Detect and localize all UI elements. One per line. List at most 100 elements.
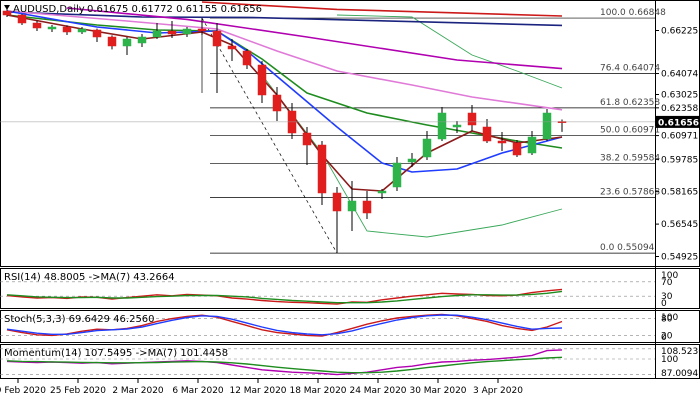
date-tick-label: 3 Apr 2020: [473, 386, 523, 396]
price-tick-label: 0.60971: [661, 132, 698, 142]
momentum-level-label: 87.0094: [661, 369, 698, 379]
candle-body: [527, 136, 537, 154]
candle-body: [302, 132, 312, 146]
price-tick-label: 0.58165: [661, 188, 698, 198]
moving-average-line: [201, 1, 563, 17]
fib-level-label: 23.6 0.57868: [600, 188, 660, 198]
price-tick-label: 0.54925: [661, 253, 698, 263]
date-tick-label: 18 Mar 2020: [289, 386, 346, 396]
stoch-series-line: [6, 313, 563, 337]
moving-average-line: [6, 10, 563, 111]
stoch-level-label: 80: [661, 315, 673, 325]
price-tick-label: 0.66225: [661, 27, 698, 37]
rsi-level-label: 100: [661, 271, 678, 281]
symbol-label: AUDUSD,Daily: [13, 4, 85, 15]
candle-body: [407, 158, 417, 163]
price-badge-text: 0.61656: [658, 118, 699, 128]
fib-level-label: 100.0 0.66848: [600, 8, 666, 18]
candle-body: [257, 64, 267, 96]
price-badge-box: [656, 115, 700, 128]
candle-body: [482, 126, 492, 142]
candle-body: [392, 162, 402, 188]
candle-body: [362, 200, 372, 214]
fib-level-label: 0.0 0.55094: [600, 243, 655, 253]
date-tick-label: 19 Feb 2020: [0, 386, 46, 396]
candle-body: [92, 29, 102, 38]
stoch-title: Stoch(5,3,3) 69.6429 46.2560: [4, 314, 155, 325]
main-plot-layer: 100.0 0.66848 76.4 0.64074 61.8 0.62358 50.…: [0, 1, 666, 254]
stoch-level-label: 100: [661, 313, 678, 323]
candle-body: [152, 30, 162, 38]
stoch-level-label: 0: [661, 333, 667, 343]
candle-body: [272, 94, 282, 112]
fib-level-label: 61.8 0.62358: [600, 98, 660, 108]
candle-body: [137, 36, 147, 44]
momentum-level-label: 108.5236: [661, 347, 700, 357]
price-tick-label: 0.63025: [661, 91, 698, 101]
candle-body: [197, 28, 207, 32]
candle-body: [317, 144, 327, 194]
moving-average-line: [66, 7, 563, 70]
candle-body: [17, 14, 27, 24]
candle-body: [512, 142, 522, 156]
candle-body: [422, 138, 432, 158]
stoch-level-label: 20: [661, 331, 673, 341]
fib-level-label: 50.0 0.60971: [600, 126, 660, 136]
fib-level-label: 38.2 0.59584: [600, 153, 660, 163]
collapse-arrow-icon[interactable]: [4, 5, 10, 10]
candle-body: [212, 30, 222, 47]
price-tick-label: 0.62358: [661, 104, 698, 114]
rsi-level-label: 70: [661, 278, 673, 288]
date-tick-label: 2 Mar 2020: [112, 386, 164, 396]
moving-average-line: [6, 11, 563, 27]
momentum-level-label: 100: [661, 355, 678, 365]
momentum-title: Momentum(14) 107.5495 ->MA(7) 101.4458: [4, 348, 228, 359]
candle-body: [122, 38, 132, 47]
candle-body: [182, 28, 192, 35]
current-price-badge: 0.61656: [656, 115, 700, 128]
rsi-level-label: 0: [661, 299, 667, 309]
date-tick-label: 6 Mar 2020: [172, 386, 224, 396]
main-panel-frame: [0, 0, 700, 267]
candle-body: [242, 50, 252, 66]
axis-layer: 0.66225 0.64074 0.63025 0.62358 0.60971 0.597…: [0, 27, 698, 397]
candle-body: [62, 26, 72, 33]
candle-body: [2, 10, 12, 16]
candle-body: [497, 140, 507, 144]
rsi-level-label: 30: [661, 292, 673, 302]
candle-body: [542, 112, 552, 140]
stoch-series-line: [6, 314, 563, 336]
date-tick-label: 25 Feb 2020: [50, 386, 106, 396]
date-tick-label: 24 Mar 2020: [349, 386, 406, 396]
channel-line: [336, 14, 563, 89]
momentum-series-line: [6, 356, 563, 374]
candle-body: [32, 22, 42, 29]
symbol-title: AUDUSD,Daily 0.61675 0.61772 0.61155 0.6…: [4, 4, 262, 15]
candle-body: [77, 28, 87, 33]
candle-body: [347, 200, 357, 212]
candle-body: [437, 112, 447, 140]
rsi-title: RSI(14) 48.8005 ->MA(7) 43.2664: [4, 272, 175, 283]
candle-body: [377, 190, 387, 194]
candle-body: [107, 36, 117, 47]
price-tick-label: 0.59785: [661, 155, 698, 165]
date-tick-label: 30 Mar 2020: [409, 386, 466, 396]
rsi-series-line: [6, 290, 563, 304]
candle-body: [467, 112, 477, 126]
candle-body: [47, 26, 57, 30]
stoch-panel-frame: [0, 310, 700, 343]
channel-line: [261, 74, 563, 238]
candle-body: [167, 30, 177, 35]
price-tick-label: 0.64074: [661, 70, 698, 80]
panel-frames: [0, 0, 700, 379]
candle-body: [452, 124, 462, 128]
ohlc-values: 0.61675 0.61772 0.61155 0.61656: [87, 4, 262, 15]
price-tick-label: 0.56545: [661, 220, 698, 230]
candle-body: [227, 45, 237, 50]
date-tick-label: 12 Mar 2020: [229, 386, 286, 396]
